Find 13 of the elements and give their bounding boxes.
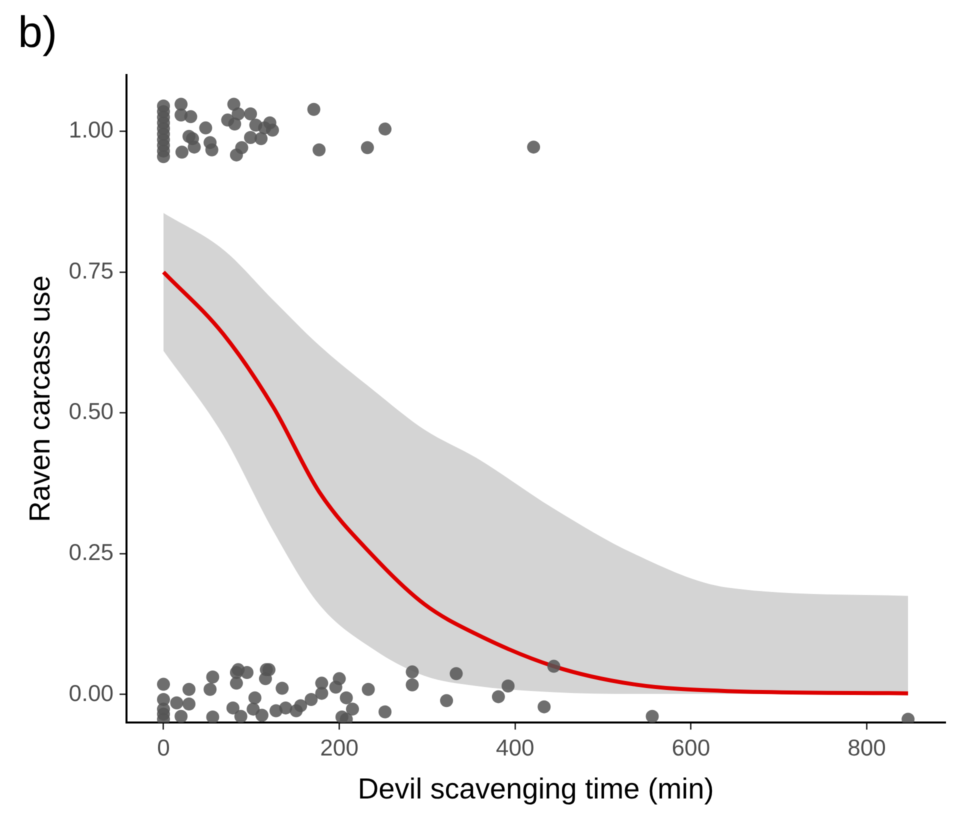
x-tick-label: 0 [157, 734, 170, 761]
y-tick-label: 0.75 [68, 257, 114, 284]
y-tick-label: 0.50 [68, 398, 114, 424]
x-tick-label: 800 [848, 734, 886, 761]
x-tick-label: 400 [496, 734, 534, 761]
x-tick-label: 600 [672, 734, 710, 761]
x-tick-label: 200 [320, 734, 358, 761]
y-tick-label: 0.00 [68, 680, 114, 706]
y-tick-label: 1.00 [68, 116, 114, 143]
x-axis-title: Devil scavenging time (min) [358, 774, 714, 806]
y-axis-title: Raven carcass use [24, 275, 56, 522]
y-tick-label: 0.25 [68, 539, 114, 566]
text: b) [18, 8, 58, 58]
